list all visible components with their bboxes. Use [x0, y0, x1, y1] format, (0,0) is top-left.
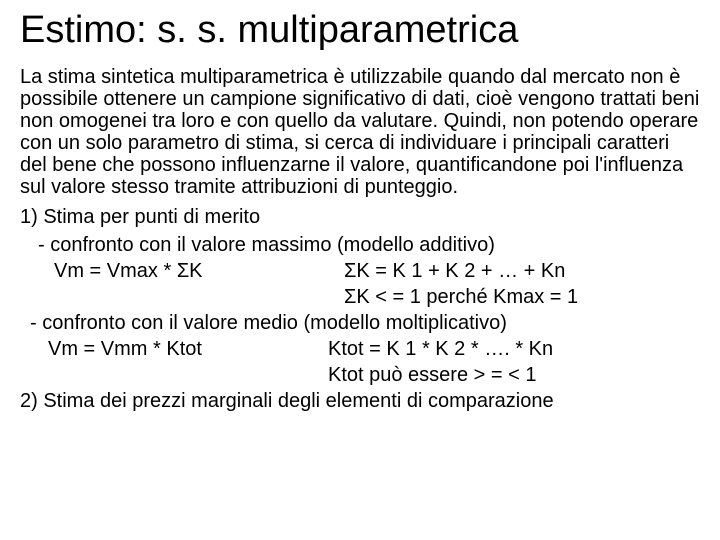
- formula-1-right: ΣK = K 1 + K 2 + … + Kn: [344, 260, 700, 282]
- slide: Estimo: s. s. multiparametrica La stima …: [0, 0, 720, 540]
- formula-1-note: ΣK < = 1 perché Kmax = 1: [344, 286, 700, 308]
- formula-row-2: Vm = Vmm * Ktot Ktot = K 1 * K 2 * …. * …: [48, 338, 700, 360]
- formula-1-left: Vm = Vmax * ΣK: [54, 260, 344, 282]
- item-1b: - confronto con il valore medio (modello…: [30, 312, 700, 334]
- item-1: 1) Stima per punti di merito: [20, 206, 700, 228]
- formula-2-right: Ktot = K 1 * K 2 * …. * Kn: [328, 338, 700, 360]
- item-1a: - confronto con il valore massimo (model…: [38, 234, 700, 256]
- intro-paragraph: La stima sintetica multiparametrica è ut…: [20, 66, 700, 198]
- formula-2-note: Ktot può essere > = < 1: [328, 364, 700, 386]
- formula-2-left: Vm = Vmm * Ktot: [48, 338, 328, 360]
- formula-row-1: Vm = Vmax * ΣK ΣK = K 1 + K 2 + … + Kn: [54, 260, 700, 282]
- slide-title: Estimo: s. s. multiparametrica: [20, 10, 700, 52]
- slide-body: La stima sintetica multiparametrica è ut…: [20, 66, 700, 412]
- item-2: 2) Stima dei prezzi marginali degli elem…: [20, 390, 700, 412]
